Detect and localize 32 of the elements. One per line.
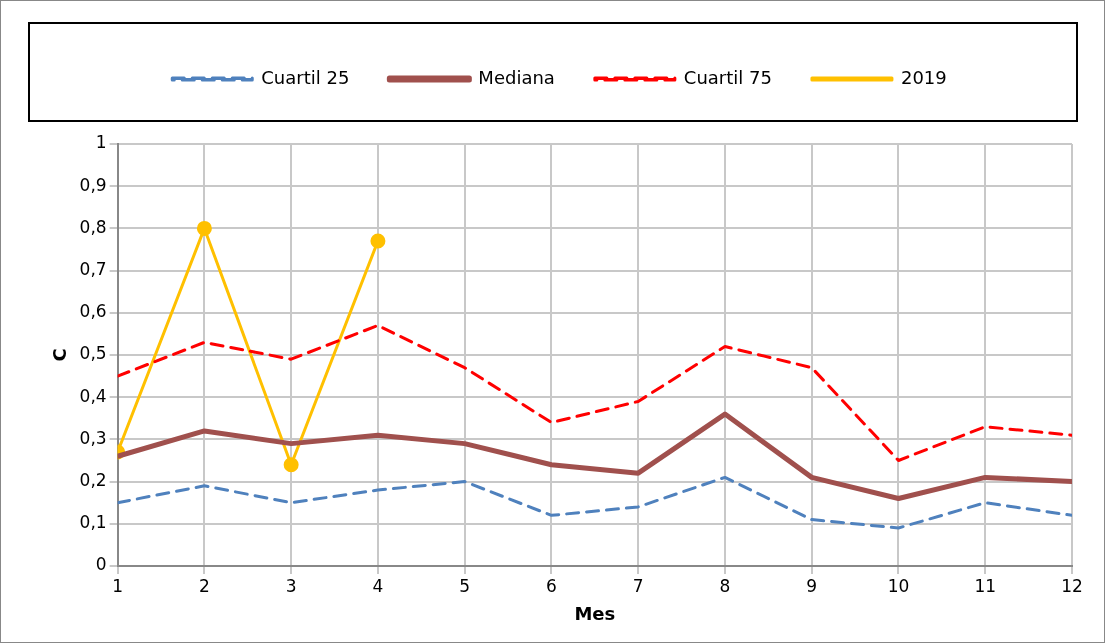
y-tick-label: 0,2 <box>79 470 107 491</box>
x-tick-label: 1 <box>112 575 124 596</box>
x-tick-label: 5 <box>459 575 471 596</box>
y-tick-label: 0,8 <box>79 216 107 237</box>
y-tick-label: 0,9 <box>79 174 107 195</box>
y-tick-label: 0,4 <box>79 385 107 406</box>
y-tick-label: 0,7 <box>79 259 107 280</box>
x-tick-label: 3 <box>285 575 297 596</box>
legend-label: Mediana <box>478 66 555 88</box>
point <box>370 233 386 249</box>
y-tick-label: 0 <box>95 554 107 575</box>
point <box>196 220 212 236</box>
y-axis-title: C <box>49 348 71 362</box>
y-tick-label: 0,3 <box>79 427 107 448</box>
y-tick-label: 0,5 <box>79 343 107 364</box>
y-tick-label: 0,1 <box>79 512 107 533</box>
x-axis-title: Mes <box>574 602 616 624</box>
x-tick-label: 10 <box>887 575 910 596</box>
legend-label: Cuartil 75 <box>683 66 772 88</box>
y-tick-label: 1 <box>95 132 107 153</box>
x-tick-label: 7 <box>632 575 644 596</box>
x-tick-label: 11 <box>974 575 997 596</box>
point <box>283 457 299 473</box>
x-tick-label: 8 <box>719 575 731 596</box>
x-tick-label: 2 <box>198 575 210 596</box>
x-tick-label: 6 <box>546 575 557 596</box>
y-tick-label: 0,6 <box>79 301 107 322</box>
legend-label: 2019 <box>900 66 947 88</box>
x-tick-label: 9 <box>806 575 818 596</box>
x-tick-label: 12 <box>1061 575 1083 596</box>
legend-label: Cuartil 25 <box>261 66 350 88</box>
x-tick-label: 4 <box>372 575 384 596</box>
